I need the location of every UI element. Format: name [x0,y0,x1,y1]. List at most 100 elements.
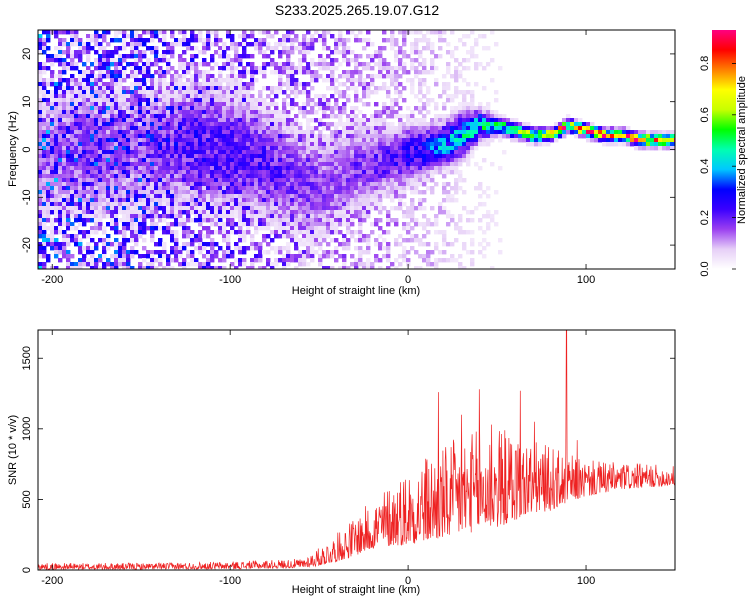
heatmap-cell [134,238,139,243]
heatmap-cell [242,150,247,155]
heatmap-cell [78,150,83,155]
heatmap-cell [238,42,243,47]
heatmap-cell [282,262,287,267]
heatmap-cell [50,186,55,191]
heatmap-cell [226,218,231,223]
heatmap-cell [62,110,67,115]
heatmap-cell [226,202,231,207]
heatmap-cell [178,86,183,91]
heatmap-cell [238,218,243,223]
heatmap-cell [46,118,51,123]
heatmap-cell [290,198,295,203]
heatmap-cell [330,130,335,135]
heatmap-cell [94,186,99,191]
heatmap-cell [282,38,287,43]
heatmap-cell [398,186,403,191]
heatmap-cell [334,190,339,195]
heatmap-cell [182,170,187,175]
heatmap-cell [446,146,451,151]
heatmap-cell [150,210,155,215]
heatmap-cell [250,162,255,167]
heatmap-cell [262,110,267,115]
heatmap-cell [274,158,279,163]
heatmap-cell [294,70,299,75]
heatmap-cell [234,266,239,269]
heatmap-cell [290,170,295,175]
heatmap-cell [194,90,199,95]
heatmap-cell [442,82,447,87]
heatmap-cell [354,66,359,71]
heatmap-cell [394,146,399,151]
heatmap-cell [150,126,155,131]
heatmap-cell [454,94,459,99]
heatmap-cell [170,146,175,151]
heatmap-cell [126,198,131,203]
heatmap-cell [382,66,387,71]
heatmap-cell [158,154,163,159]
heatmap-cell [282,178,287,183]
heatmap-cell [386,114,391,119]
heatmap-cell [190,114,195,119]
heatmap-cell [350,234,355,239]
heatmap-cell [342,90,347,95]
heatmap-cell [290,194,295,199]
heatmap-cell [42,254,47,259]
heatmap-cell [82,110,87,115]
heatmap-cell [118,158,123,163]
heatmap-cell [186,162,191,167]
heatmap-cell [62,210,67,215]
heatmap-cell [118,258,123,263]
heatmap-cell [378,130,383,135]
heatmap-cell [58,78,63,83]
heatmap-cell [62,242,67,247]
heatmap-cell [366,186,371,191]
heatmap-cell [158,98,163,103]
heatmap-cell [298,130,303,135]
heatmap-cell [354,178,359,183]
heatmap-cell [230,126,235,131]
heatmap-cell [406,226,411,231]
heatmap-cell [50,242,55,247]
heatmap-cell [78,142,83,147]
heatmap-cell [138,130,143,135]
heatmap-cell [126,142,131,147]
heatmap-cell [46,114,51,119]
heatmap-cell [214,174,219,179]
heatmap-cell [294,206,299,211]
heatmap-cell [122,166,127,171]
heatmap-cell [330,110,335,115]
heatmap-cell [374,54,379,59]
heatmap-cell [186,202,191,207]
heatmap-cell [402,246,407,251]
heatmap-cell [142,186,147,191]
heatmap-cell [410,214,415,219]
heatmap-cell [218,122,223,127]
heatmap-cell [194,182,199,187]
heatmap-cell [234,182,239,187]
heatmap-cell [314,110,319,115]
heatmap-cell [210,254,215,259]
heatmap-cell [122,134,127,139]
heatmap-cell [58,58,63,63]
heatmap-cell [250,218,255,223]
heatmap-cell [254,114,259,119]
heatmap-cell [346,114,351,119]
heatmap-cell [290,174,295,179]
heatmap-cell [218,222,223,227]
heatmap-cell [206,234,211,239]
heatmap-cell [262,150,267,155]
heatmap-cell [230,66,235,71]
heatmap-cell [54,154,59,159]
heatmap-cell [158,258,163,263]
heatmap-cell [274,206,279,211]
heatmap-cell [402,70,407,75]
heatmap-cell [58,226,63,231]
heatmap-cell [286,254,291,259]
heatmap-cell [286,162,291,167]
heatmap-cell [222,226,227,231]
heatmap-cell [138,54,143,59]
heatmap-cell [354,238,359,243]
heatmap-cell [254,222,259,227]
heatmap-cell [102,86,107,91]
heatmap-cell [434,146,439,151]
